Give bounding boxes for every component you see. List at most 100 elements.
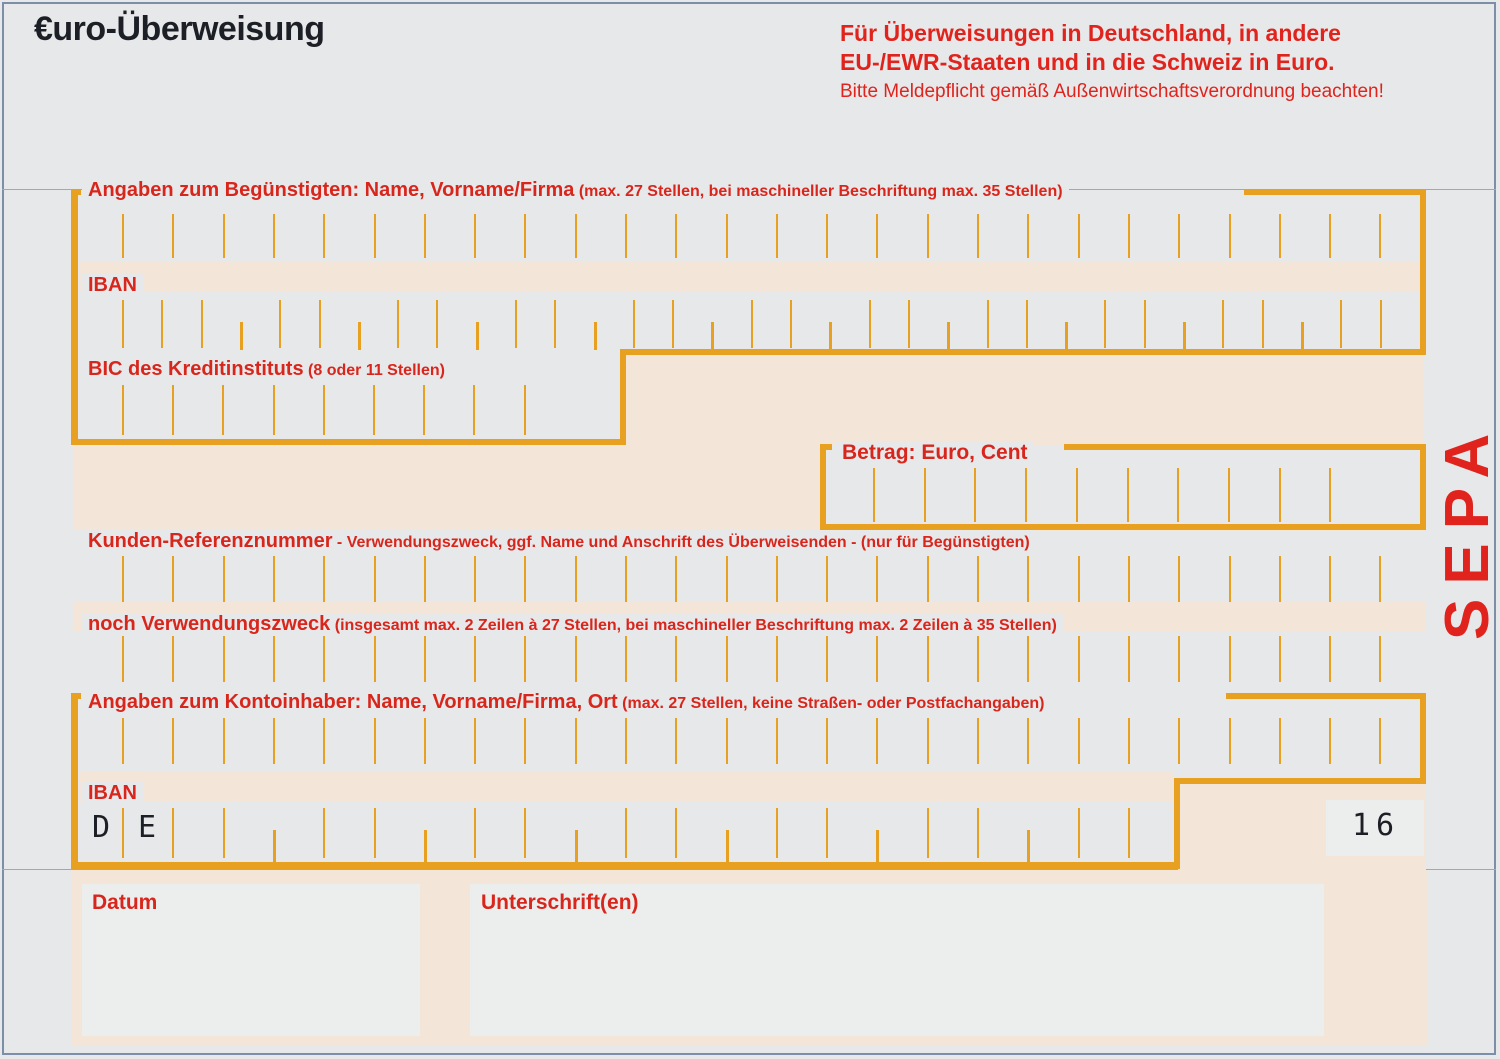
bic-tick — [373, 385, 375, 435]
beneficiary-tick — [826, 214, 828, 258]
amount-tick — [924, 468, 926, 522]
account-holder-tick — [625, 718, 627, 764]
purpose2-input[interactable] — [80, 636, 1422, 690]
reference-tick — [172, 556, 174, 602]
beneficiary-tick — [1329, 214, 1331, 258]
purpose2-tick — [424, 636, 426, 682]
reference-tick — [1279, 556, 1281, 602]
iban-tick — [1065, 322, 1068, 350]
reference-tick — [876, 556, 878, 602]
iban-label: IBAN — [82, 274, 143, 297]
payer-iban-tick — [122, 808, 124, 858]
iban-tick — [1222, 300, 1224, 348]
iban-tick — [1144, 300, 1146, 348]
beneficiary-tick — [172, 214, 174, 258]
reference-tick — [625, 556, 627, 602]
beneficiary-input[interactable] — [80, 205, 1420, 261]
account-holder-tick — [776, 718, 778, 764]
bic-tick — [273, 385, 275, 435]
purpose2-tick — [575, 636, 577, 682]
bic-tick — [323, 385, 325, 435]
beneficiary-tick — [374, 214, 376, 258]
amount-input[interactable] — [828, 466, 1418, 522]
reference-tick — [424, 556, 426, 602]
payer-iban-tick — [675, 808, 677, 858]
frame-left-upper — [71, 189, 78, 445]
iban-tick — [908, 300, 910, 348]
payer-iban-tick — [1128, 808, 1130, 858]
payer-iban-label: IBAN — [82, 782, 143, 805]
amount-tick — [1329, 468, 1331, 522]
payer-iban-tick — [977, 808, 979, 858]
amount-tick — [1076, 468, 1078, 522]
purpose2-tick — [1178, 636, 1180, 682]
iban-prefix-d: D — [92, 810, 111, 845]
date-label: Datum — [92, 891, 158, 914]
bic-input[interactable] — [80, 383, 620, 437]
account-holder-tick — [826, 718, 828, 764]
account-holder-tick — [1379, 718, 1381, 764]
amount-tick — [1025, 468, 1027, 522]
payer-iban-tick — [474, 808, 476, 858]
purpose2-tick — [172, 636, 174, 682]
purpose2-tick — [1379, 636, 1381, 682]
reference-tick — [977, 556, 979, 602]
band-3b — [822, 528, 1426, 532]
payer-iban-tick — [323, 808, 325, 858]
beneficiary-tick — [625, 214, 627, 258]
account-holder-tick — [575, 718, 577, 764]
purpose2-tick — [1229, 636, 1231, 682]
bottom-rule — [2, 869, 1496, 870]
iban-tick — [161, 300, 163, 348]
signature-box[interactable] — [470, 884, 1324, 1036]
band-3 — [74, 444, 822, 530]
purpose2-tick — [927, 636, 929, 682]
band-2 — [626, 354, 1424, 446]
form-title: €uro-Überweisung — [34, 10, 325, 48]
iban-tick — [790, 300, 792, 348]
payer-iban-tick — [625, 808, 627, 858]
reference-tick — [927, 556, 929, 602]
purpose2-tick — [374, 636, 376, 682]
reference-input[interactable] — [80, 554, 1422, 602]
account-holder-tick — [1027, 718, 1029, 764]
iban-input[interactable] — [80, 294, 1420, 348]
payer-iban-tick — [223, 808, 225, 858]
purpose2-tick — [323, 636, 325, 682]
iban-tick — [122, 300, 124, 348]
reference-tick — [1329, 556, 1331, 602]
payer-iban-tick — [876, 830, 879, 862]
purpose2-tick — [826, 636, 828, 682]
notice-line-1: Für Überweisungen in Deutschland, in and… — [840, 20, 1341, 46]
account-holder-tick — [474, 718, 476, 764]
date-box[interactable] — [82, 884, 420, 1036]
iban-check-code: 16 — [1352, 808, 1401, 843]
purpose2-tick — [474, 636, 476, 682]
account-holder-tick — [1078, 718, 1080, 764]
iban-tick — [1301, 322, 1304, 350]
account-holder-tick — [1279, 718, 1281, 764]
reference-tick — [1178, 556, 1180, 602]
account-holder-input[interactable] — [80, 716, 1420, 772]
reference-tick — [776, 556, 778, 602]
account-holder-tick — [323, 718, 325, 764]
iban-tick — [319, 300, 321, 348]
iban-tick — [397, 300, 399, 348]
iban-tick — [1026, 300, 1028, 348]
account-holder-tick — [876, 718, 878, 764]
iban-tick — [633, 300, 635, 348]
beneficiary-tick — [1027, 214, 1029, 258]
purpose2-tick — [223, 636, 225, 682]
reference-tick — [575, 556, 577, 602]
account-holder-tick — [273, 718, 275, 764]
beneficiary-tick — [223, 214, 225, 258]
iban-tick — [751, 300, 753, 348]
iban-tick — [829, 322, 832, 350]
payer-iban-input[interactable] — [170, 806, 1170, 860]
purpose2-tick — [524, 636, 526, 682]
bic-tick — [222, 385, 224, 435]
account-holder-tick — [122, 718, 124, 764]
iban-tick — [987, 300, 989, 348]
reference-tick — [474, 556, 476, 602]
